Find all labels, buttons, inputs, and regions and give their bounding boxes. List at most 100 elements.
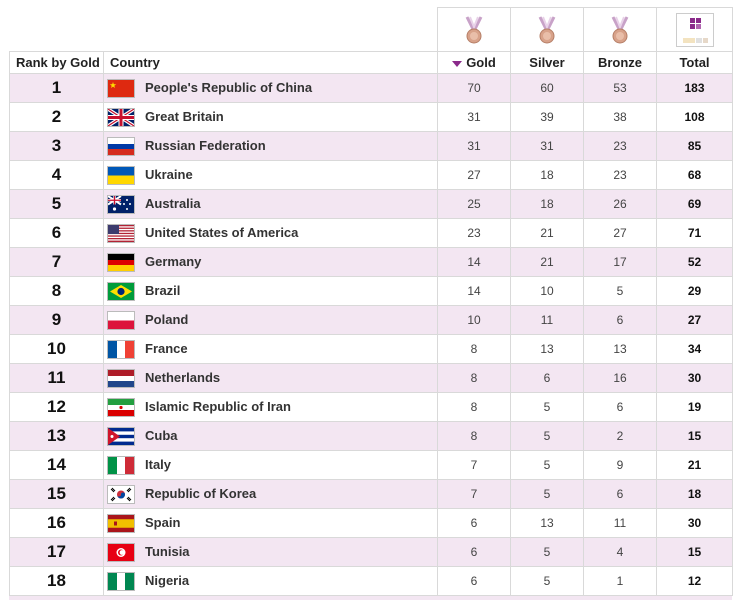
country-name[interactable]: Germany (145, 253, 202, 269)
gold-count-cell: 14 (437, 276, 511, 306)
country-cell[interactable]: Great Britain (103, 102, 438, 132)
country-name[interactable]: Nigeria (145, 572, 190, 588)
silver-count-cell: 11 (510, 305, 584, 335)
country-name[interactable]: France (145, 340, 188, 356)
table-row[interactable]: 11 Netherlands 8 6 16 30 (9, 363, 733, 393)
france-flag-icon (107, 339, 135, 359)
table-row[interactable]: 6 United States of America 23 21 27 71 (9, 218, 733, 248)
table-row[interactable]: 17 Tunisia 6 5 4 15 (9, 537, 733, 567)
rank-column-header[interactable]: Rank by Gold (9, 51, 104, 74)
silver-medal-icon (538, 15, 556, 43)
country-cell[interactable]: People's Republic of China (103, 73, 438, 103)
spain-flag-icon (107, 513, 135, 533)
country-name[interactable]: Australia (145, 195, 201, 211)
gold-medal-cell (437, 7, 511, 52)
country-name[interactable]: People's Republic of China (145, 79, 313, 95)
country-name[interactable]: Cuba (145, 427, 178, 443)
great-britain-flag-icon (107, 107, 135, 127)
bronze-count-cell: 11 (583, 508, 657, 538)
country-cell[interactable]: Republic of Korea (103, 479, 438, 509)
country-cell[interactable]: France (103, 334, 438, 364)
country-name[interactable]: Poland (145, 311, 189, 327)
silver-count-cell: 5 (510, 392, 584, 422)
gold-count-cell: 7 (437, 479, 511, 509)
country-cell[interactable]: Tunisia (103, 537, 438, 567)
country-cell[interactable]: Poland (103, 305, 438, 335)
country-column-header[interactable]: Country (103, 51, 438, 74)
poland-flag-icon (107, 310, 135, 330)
country-cell[interactable]: Italy (103, 450, 438, 480)
silver-count-cell: 31 (510, 131, 584, 161)
country-name[interactable]: Great Britain (145, 108, 224, 124)
total-column-header[interactable]: Total (656, 51, 733, 74)
country-name[interactable]: Brazil (145, 282, 181, 298)
icon-row (9, 7, 733, 52)
australia-flag-icon (107, 194, 135, 214)
total-count-cell: 68 (656, 160, 733, 190)
gold-count-cell: 6 (437, 566, 511, 596)
country-name[interactable]: United States of America (145, 224, 299, 240)
table-row[interactable]: 7 Germany 14 21 17 52 (9, 247, 733, 277)
table-row[interactable]: 14 Italy 7 5 9 21 (9, 450, 733, 480)
rank-cell: 5 (9, 189, 104, 219)
silver-count-cell: 13 (510, 508, 584, 538)
bronze-count-cell: 4 (583, 537, 657, 567)
table-row[interactable]: 13 Cuba 8 5 2 15 (9, 421, 733, 451)
country-cell[interactable]: Australia (103, 189, 438, 219)
total-count-cell: 30 (656, 508, 733, 538)
country-cell[interactable]: Russian Federation (103, 131, 438, 161)
table-row[interactable]: 12 Islamic Republic of Iran 8 5 6 19 (9, 392, 733, 422)
total-count-cell: 52 (656, 247, 733, 277)
table-row[interactable]: 16 Spain 6 13 11 30 (9, 508, 733, 538)
rank-cell: 17 (9, 537, 104, 567)
country-cell[interactable]: United States of America (103, 218, 438, 248)
rank-cell: 10 (9, 334, 104, 364)
silver-count-cell: 18 (510, 189, 584, 219)
table-row[interactable]: 18 Nigeria 6 5 1 12 (9, 566, 733, 596)
gold-medal-icon (465, 15, 483, 43)
table-row[interactable]: 9 Poland 10 11 6 27 (9, 305, 733, 335)
gold-column-header[interactable]: Gold (437, 51, 511, 74)
country-name[interactable]: Tunisia (145, 543, 190, 559)
gold-count-cell: 25 (437, 189, 511, 219)
ukraine-flag-icon (107, 165, 135, 185)
rank-cell: 11 (9, 363, 104, 393)
country-name[interactable]: Ukraine (145, 166, 193, 182)
country-name[interactable]: Netherlands (145, 369, 221, 385)
gold-count-cell: 8 (437, 421, 511, 451)
country-cell[interactable]: Nigeria (103, 566, 438, 596)
table-row[interactable]: 2 Great Britain 31 39 38 108 (9, 102, 733, 132)
bronze-column-header[interactable]: Bronze (583, 51, 657, 74)
next-row-peek (9, 596, 732, 600)
table-row[interactable]: 5 Australia 25 18 26 69 (9, 189, 733, 219)
country-cell[interactable]: Netherlands (103, 363, 438, 393)
total-count-cell: 69 (656, 189, 733, 219)
country-cell[interactable]: Cuba (103, 421, 438, 451)
country-name[interactable]: Spain (145, 514, 181, 530)
medal-table: Rank by Gold Country Gold Silver Bronze … (9, 7, 733, 596)
country-cell[interactable]: Germany (103, 247, 438, 277)
rank-cell: 3 (9, 131, 104, 161)
country-name[interactable]: Islamic Republic of Iran (145, 398, 291, 414)
table-row[interactable]: 8 Brazil 14 10 5 29 (9, 276, 733, 306)
country-cell[interactable]: Spain (103, 508, 438, 538)
table-row[interactable]: 1 People's Republic of China 70 60 53 183 (9, 73, 733, 103)
country-name[interactable]: Russian Federation (145, 137, 266, 153)
table-row[interactable]: 10 France 8 13 13 34 (9, 334, 733, 364)
table-row[interactable]: 4 Ukraine 27 18 23 68 (9, 160, 733, 190)
country-cell[interactable]: Islamic Republic of Iran (103, 392, 438, 422)
country-cell[interactable]: Ukraine (103, 160, 438, 190)
silver-count-cell: 5 (510, 421, 584, 451)
country-cell[interactable]: Brazil (103, 276, 438, 306)
total-count-cell: 15 (656, 421, 733, 451)
gold-count-cell: 8 (437, 392, 511, 422)
total-count-cell: 12 (656, 566, 733, 596)
silver-column-header[interactable]: Silver (510, 51, 584, 74)
table-row[interactable]: 3 Russian Federation 31 31 23 85 (9, 131, 733, 161)
table-row[interactable]: 15 Republic of Korea 7 5 6 18 (9, 479, 733, 509)
country-name[interactable]: Italy (145, 456, 172, 472)
total-count-cell: 85 (656, 131, 733, 161)
rank-cell: 15 (9, 479, 104, 509)
country-name[interactable]: Republic of Korea (145, 485, 257, 501)
bronze-count-cell: 23 (583, 131, 657, 161)
